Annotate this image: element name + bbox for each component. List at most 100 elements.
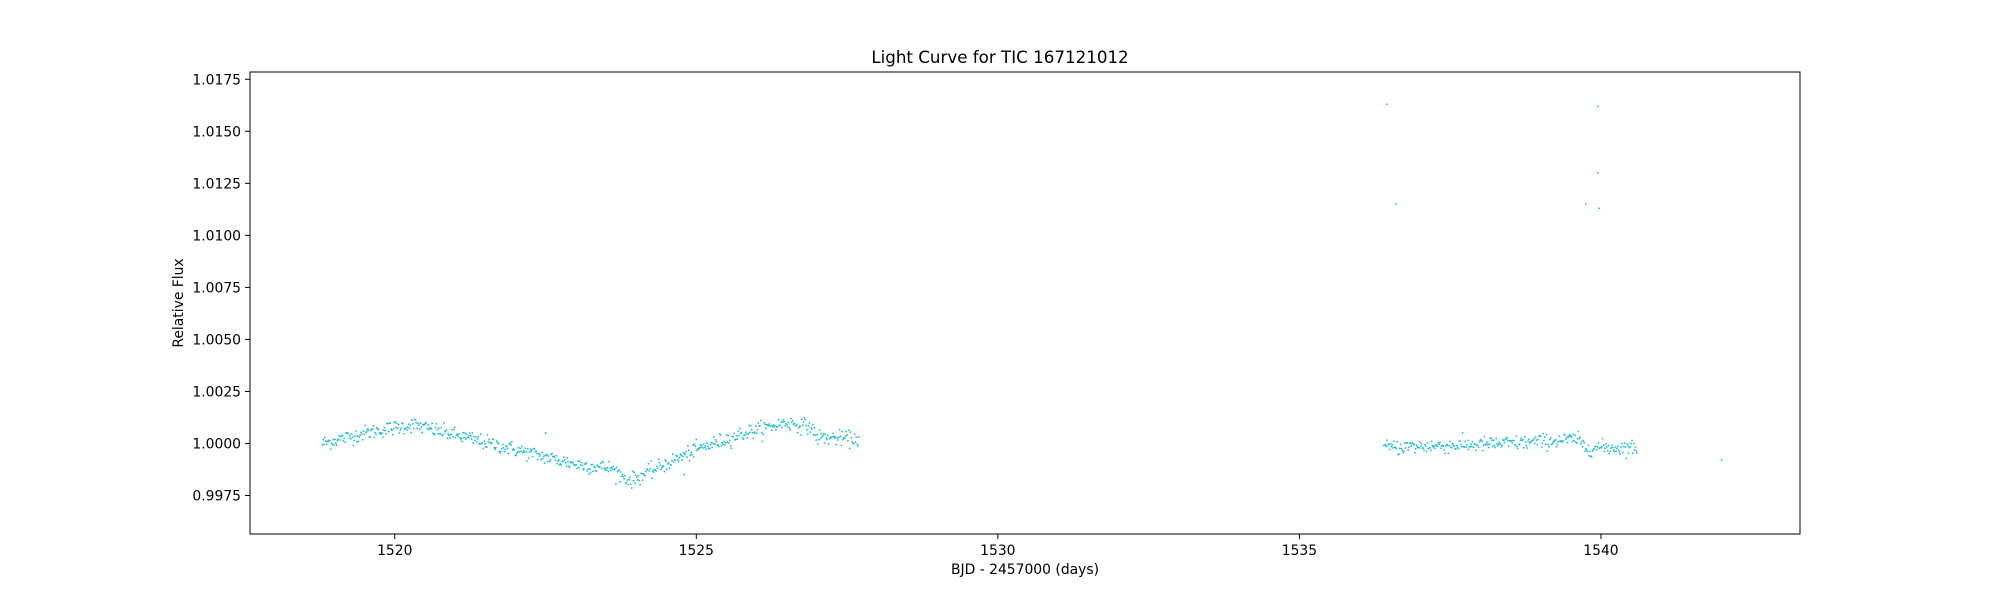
x-axis-label: BJD - 2457000 (days) [951,562,1099,578]
data-point [635,476,638,479]
data-point [607,470,610,473]
data-point [1510,440,1513,442]
data-point [586,470,589,472]
data-point [557,460,559,462]
data-point [657,458,660,461]
data-point [567,465,570,467]
data-point [1494,446,1497,449]
data-point [321,443,324,446]
data-point [563,459,566,461]
data-point [469,432,471,435]
data-point [1516,445,1519,448]
data-point [1425,450,1428,453]
data-point [622,475,625,478]
data-point [637,474,640,477]
data-point [1586,450,1589,453]
data-point [555,454,558,457]
data-point [541,457,544,460]
data-point [685,450,688,453]
x-tick-label: 1520 [377,543,412,559]
data-point [848,447,851,450]
data-point [768,423,771,425]
data-point [788,426,791,429]
data-point [1418,446,1420,449]
data-point [592,470,595,473]
data-point [380,432,383,435]
data-point [819,437,822,440]
data-point [712,442,714,445]
data-point [837,436,840,439]
data-point [634,482,636,485]
data-point [655,465,658,467]
data-point [445,429,448,431]
data-point [1623,442,1626,445]
data-point [531,455,534,458]
data-point [355,430,357,432]
data-point [484,442,486,445]
data-point [1587,444,1590,447]
data-point [1439,447,1442,450]
data-point [1496,442,1498,445]
data-point [1502,439,1505,442]
data-point [801,418,803,421]
data-point [813,426,816,429]
data-point [1385,445,1388,448]
data-point [581,464,584,467]
data-point [696,449,699,452]
data-point [1398,453,1400,455]
data-point [560,464,563,466]
data-point [831,436,833,438]
data-point [354,435,356,438]
data-point [678,456,681,459]
data-point [362,430,365,433]
data-point [1581,446,1584,448]
data-point [1535,439,1538,442]
data-point [847,439,849,442]
data-point [728,439,731,442]
data-point [735,434,738,437]
data-point [816,433,818,436]
data-point [1584,449,1586,452]
data-point [358,436,361,439]
data-point [784,424,787,427]
data-point [1527,438,1530,441]
data-point [540,458,543,461]
data-point [366,427,369,430]
data-point [383,426,386,429]
data-point [1546,450,1549,452]
data-point [1464,440,1467,443]
data-point [583,467,585,470]
data-point [836,437,839,439]
data-point [811,423,814,426]
data-point [840,444,843,447]
data-point [1626,445,1629,447]
data-point [672,461,675,463]
data-point [411,419,413,422]
data-point [1597,105,1599,108]
data-point [783,420,786,423]
data-point [564,461,567,464]
data-point [526,460,528,462]
data-point [472,442,475,444]
data-point [402,432,405,435]
data-point [335,444,338,447]
data-point [692,444,694,447]
data-point [406,429,408,432]
data-point [1403,450,1405,453]
data-point [748,424,750,427]
data-point [434,426,437,429]
data-point [580,461,583,464]
data-point [1492,439,1495,442]
data-point [400,427,403,429]
data-point [1564,433,1566,436]
data-point [626,479,629,481]
data-point [1579,436,1581,438]
data-point [469,434,472,437]
data-point [1450,446,1453,449]
data-point [1495,437,1498,440]
data-point [500,450,502,453]
data-point [1463,446,1466,448]
data-point [1429,449,1432,452]
data-point [809,431,812,434]
data-point [750,428,753,431]
